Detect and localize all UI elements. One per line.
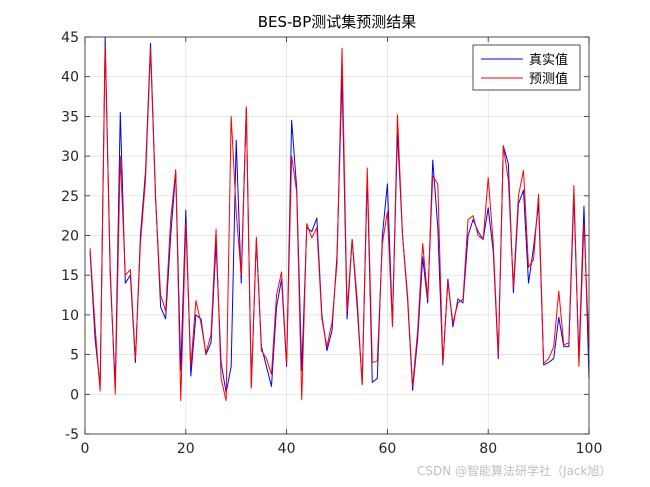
x-tick-label: 60 xyxy=(378,441,396,457)
y-tick-label: 35 xyxy=(61,109,79,125)
legend-box xyxy=(472,44,581,91)
y-tick-label: 40 xyxy=(61,70,79,86)
legend-label: 预测值 xyxy=(529,71,568,87)
y-tick-label: 45 xyxy=(61,30,79,46)
x-tick-label: 100 xyxy=(576,441,603,457)
x-axis: 0 20 40 60 80 100 xyxy=(81,37,603,457)
y-tick-label: 25 xyxy=(61,189,79,205)
x-tick-label: 0 xyxy=(81,441,90,457)
series-layer xyxy=(89,36,590,402)
x-tick-label: 80 xyxy=(479,441,497,457)
y-tick-label: 10 xyxy=(61,308,79,324)
y-tick-label: 15 xyxy=(61,268,79,284)
chart-title: BES-BP测试集预测结果 xyxy=(258,13,417,31)
legend-label: 真实值 xyxy=(529,52,568,68)
watermark: CSDN @智能算法研学社（Jack旭） xyxy=(417,464,612,478)
x-tick-label: 40 xyxy=(278,441,296,457)
y-tick-label: 5 xyxy=(70,348,79,364)
y-tick-label: 20 xyxy=(61,229,79,245)
x-tick-label: 20 xyxy=(177,441,195,457)
y-tick-label: 30 xyxy=(61,149,79,165)
y-tick-label: -5 xyxy=(65,427,79,443)
grid-lines xyxy=(84,36,590,435)
y-tick-label: 0 xyxy=(70,387,79,403)
y-axis: -5 0 5 10 15 20 25 30 35 40 45 xyxy=(61,30,589,443)
series-line-predicted xyxy=(89,44,590,402)
